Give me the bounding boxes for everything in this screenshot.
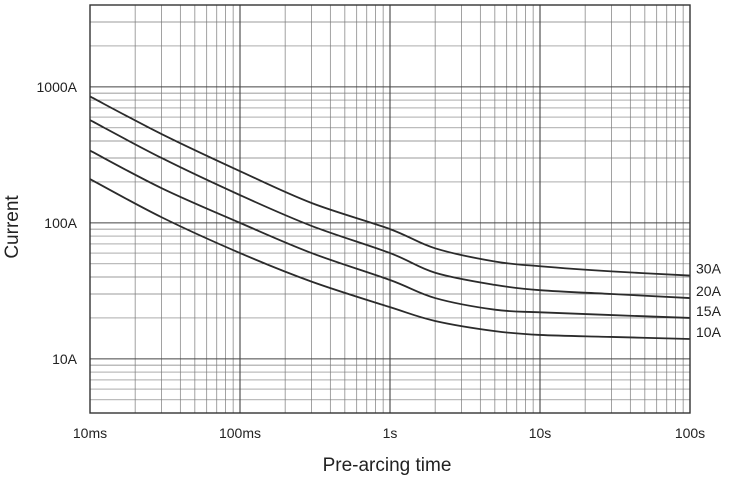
- major-gridlines: [90, 5, 690, 413]
- series-line-20a: [89, 119, 691, 299]
- tick-labels: 10ms 100ms 1s 10s 100s 10A 100A 1000A: [37, 79, 706, 441]
- x-tick-label: 10s: [529, 425, 552, 441]
- y-axis-title: Current: [2, 195, 23, 259]
- y-tick-label: 1000A: [37, 79, 78, 95]
- x-tick-label: 100ms: [219, 425, 261, 441]
- x-axis-title: Pre-arcing time: [323, 455, 452, 476]
- x-tick-label: 100s: [675, 425, 705, 441]
- series-curves: [89, 95, 691, 340]
- series-line-30a: [89, 95, 691, 277]
- series-line-15a: [89, 149, 691, 319]
- series-label-15a: 15A: [696, 303, 722, 319]
- series-line-10a: [89, 178, 691, 340]
- series-label-30a: 30A: [696, 261, 722, 277]
- y-tick-label: 10A: [52, 351, 78, 367]
- plot-frame: [89, 4, 691, 414]
- series-labels: 30A 20A 15A 10A: [696, 261, 722, 340]
- x-tick-label: 1s: [383, 425, 398, 441]
- y-tick-label: 100A: [44, 215, 77, 231]
- x-tick-label: 10ms: [73, 425, 107, 441]
- series-label-20a: 20A: [696, 283, 722, 299]
- series-label-10a: 10A: [696, 324, 722, 340]
